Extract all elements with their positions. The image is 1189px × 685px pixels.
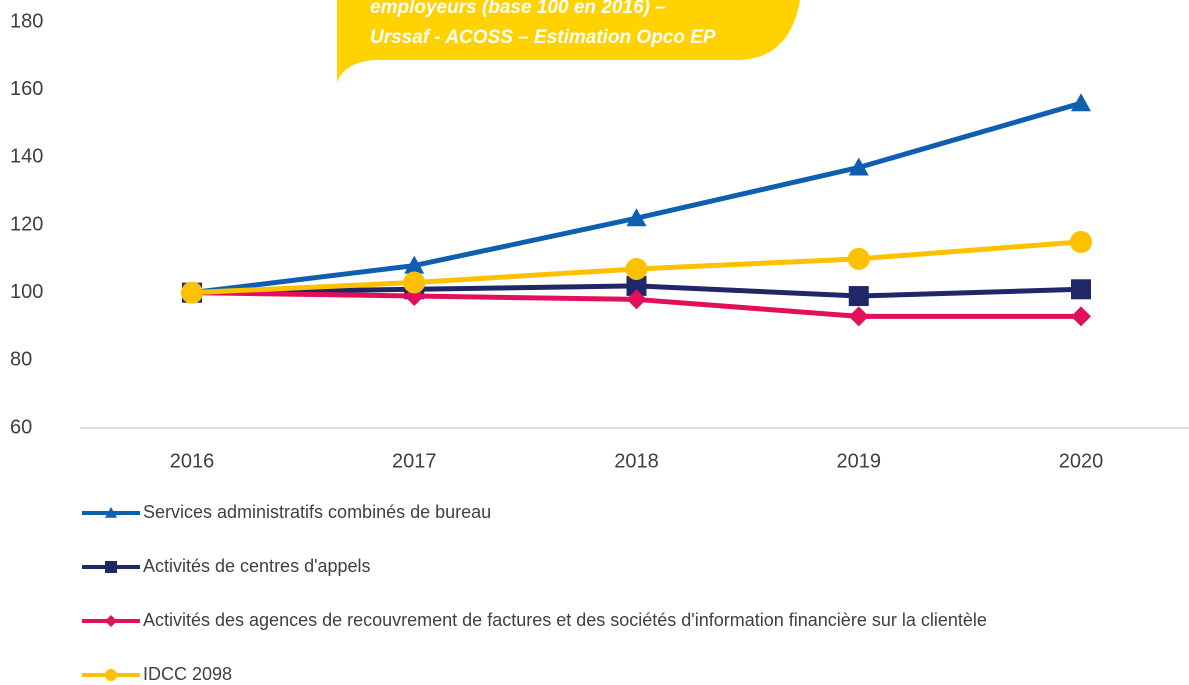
y-tick-label: 180 bbox=[10, 10, 43, 32]
point bbox=[1071, 93, 1091, 112]
point bbox=[1071, 279, 1091, 300]
y-tick-label: 120 bbox=[10, 213, 43, 235]
point bbox=[847, 247, 870, 270]
legend-label: Services administratifs combinés de bure… bbox=[143, 502, 491, 522]
y-tick-label: 60 bbox=[10, 416, 32, 438]
legend-marker bbox=[105, 561, 117, 573]
point bbox=[181, 281, 203, 304]
legend-label: Activités de centres d'appels bbox=[143, 556, 371, 576]
point bbox=[848, 306, 869, 327]
x-tick-label: 2017 bbox=[392, 450, 437, 472]
point bbox=[403, 271, 426, 294]
x-tick-label: 2019 bbox=[837, 450, 882, 472]
point bbox=[848, 286, 869, 307]
annotation: employeurs (base 100 en 2016) – bbox=[370, 0, 666, 18]
y-tick-label: 80 bbox=[10, 349, 32, 371]
point bbox=[625, 257, 648, 280]
annotation: Urssaf - ACOSS – Estimation Opco EP bbox=[370, 27, 716, 48]
point bbox=[626, 208, 647, 227]
x-tick-label: 2018 bbox=[614, 450, 659, 472]
point bbox=[626, 275, 647, 296]
point bbox=[1071, 306, 1091, 327]
x-tick-label: 2016 bbox=[170, 450, 215, 472]
legend-label: IDCC 2098 bbox=[143, 664, 232, 684]
point bbox=[404, 255, 425, 274]
y-tick-label: 160 bbox=[10, 78, 43, 100]
legend-marker bbox=[105, 507, 117, 518]
point bbox=[848, 157, 869, 176]
legend-marker bbox=[105, 669, 117, 681]
legend-label: Activités des agences de recouvrement de… bbox=[143, 610, 987, 630]
x-tick-label: 2020 bbox=[1059, 450, 1104, 472]
point bbox=[626, 289, 647, 310]
y-tick-label: 100 bbox=[10, 281, 43, 303]
callout bbox=[337, 0, 800, 82]
point bbox=[1070, 230, 1092, 253]
y-tick-label: 140 bbox=[10, 146, 43, 168]
legend-marker bbox=[105, 615, 117, 627]
